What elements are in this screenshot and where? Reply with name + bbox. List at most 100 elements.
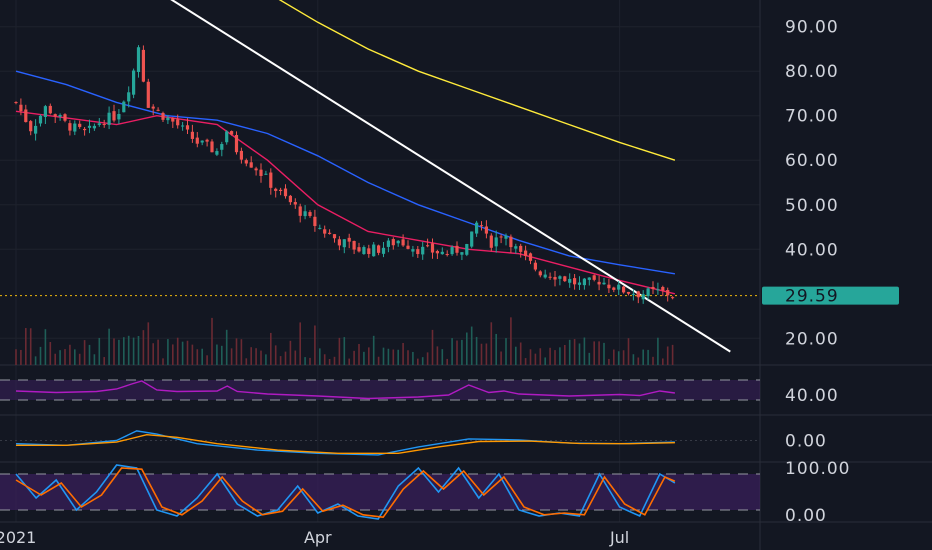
volume-bar-46	[240, 339, 243, 365]
price-tick-label-6: 20.00	[785, 329, 839, 349]
volume-bar-70	[358, 344, 360, 365]
volume-bar-100	[505, 338, 507, 365]
volume-bar-97	[490, 322, 493, 365]
candle-body-80	[406, 245, 410, 249]
candle-body-86	[435, 251, 439, 254]
volume-bar-52	[270, 332, 272, 365]
volume-bar-101	[510, 317, 512, 365]
candle-body-55	[283, 188, 288, 197]
candle-body-133	[666, 290, 670, 296]
volume-bar-123	[617, 351, 620, 365]
volume-bar-108	[544, 357, 546, 365]
candle-body-50	[259, 169, 263, 176]
candle-body-92	[465, 244, 469, 255]
candle-body-74	[377, 245, 381, 253]
volume-bar-30	[162, 358, 164, 365]
volume-bar-36	[191, 344, 194, 365]
candle-body-109	[548, 276, 552, 278]
volume-bar-23	[127, 335, 130, 365]
volume-bar-83	[421, 357, 424, 365]
candle-body-106	[533, 262, 537, 270]
candlesticks	[14, 45, 675, 304]
volume-bar-60	[309, 357, 311, 365]
volume-bar-81	[412, 351, 414, 365]
candle-body-45	[234, 134, 239, 153]
candle-body-117	[587, 277, 591, 280]
volume-bar-57	[294, 350, 297, 365]
candle-body-56	[288, 195, 292, 203]
price-tick-label-0: 90.00	[785, 18, 839, 38]
volume-bar-114	[573, 339, 576, 365]
candle-body-4	[34, 125, 38, 134]
volume-bar-129	[647, 349, 649, 365]
volume-bar-94	[475, 336, 478, 365]
volume-bar-89	[451, 338, 453, 365]
candle-body-100	[504, 235, 508, 239]
candle-body-79	[401, 239, 405, 246]
candle-body-63	[323, 229, 327, 234]
volume-bar-18	[103, 357, 105, 365]
volume-bar-91	[461, 339, 463, 365]
volume-bar-64	[328, 358, 331, 365]
volume-bar-58	[299, 322, 301, 365]
candle-body-47	[244, 160, 248, 164]
volume-bar-78	[397, 349, 399, 365]
candle-body-46	[239, 150, 243, 160]
candle-body-111	[558, 276, 562, 279]
last-price-badge	[762, 286, 899, 305]
time-axis[interactable]: 2021 Apr Jul	[0, 528, 629, 547]
candle-body-64	[328, 232, 332, 234]
volume-bar-37	[196, 349, 199, 365]
volume-bar-22	[123, 337, 125, 365]
rsi-band	[0, 380, 760, 400]
volume-bar-12	[74, 349, 76, 365]
volume-bar-32	[172, 344, 174, 365]
volume-bar-99	[500, 351, 502, 365]
volume-bar-80	[407, 350, 409, 365]
candle-body-53	[274, 188, 278, 191]
volume-bar-14	[83, 340, 86, 365]
price-tick-label-2: 70.00	[785, 107, 839, 127]
moving-average-overlays	[0, 0, 760, 353]
volume-bar-51	[265, 354, 267, 365]
candle-body-124	[622, 286, 626, 293]
volume-bar-68	[348, 358, 350, 365]
candle-body-20	[112, 111, 116, 121]
volume-bar-122	[613, 349, 615, 365]
candle-body-9	[58, 115, 62, 117]
candle-body-129	[646, 288, 650, 297]
candle-body-75	[381, 247, 386, 254]
volume-bar-21	[118, 339, 120, 365]
candle-body-88	[445, 254, 449, 256]
volume-bar-103	[519, 342, 522, 365]
volume-bar-86	[436, 346, 439, 365]
volume-bar-77	[392, 349, 395, 365]
candle-body-61	[313, 216, 317, 227]
stochastic-band	[0, 474, 760, 510]
candle-body-112	[563, 276, 567, 282]
volume-bar-61	[314, 325, 316, 365]
price-axis[interactable]: 90.00 80.00 70.00 60.00 50.00 40.00 20.00 40.00…	[762, 18, 899, 526]
candle-body-21	[117, 113, 121, 120]
candle-body-97	[489, 235, 493, 248]
volume-bar-130	[652, 356, 654, 365]
volume-bar-50	[260, 350, 262, 365]
volume-bar-128	[642, 349, 644, 365]
volume-bar-6	[44, 329, 47, 365]
volume-bar-85	[431, 329, 434, 365]
candle-body-59	[303, 211, 307, 217]
last-price-label: 29.59	[785, 287, 839, 307]
volume-bar-65	[333, 356, 336, 365]
volume-bar-125	[627, 338, 630, 365]
candle-body-33	[176, 119, 180, 126]
volume-bar-8	[54, 353, 56, 365]
candle-body-17	[97, 123, 101, 125]
candle-body-38	[200, 140, 204, 143]
volume-bar-47	[245, 358, 248, 365]
volume-bar-9	[59, 350, 61, 365]
candle-body-82	[416, 249, 420, 255]
candle-body-105	[528, 253, 533, 261]
volume-bar-25	[137, 335, 140, 365]
volume-bar-106	[534, 353, 537, 365]
